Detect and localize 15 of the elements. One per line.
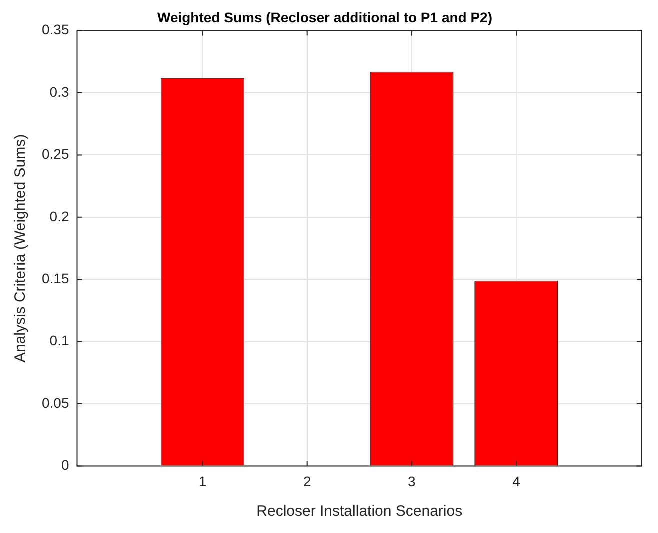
x-tick-label: 4 — [512, 473, 521, 490]
y-tick-label: 0.35 — [42, 22, 70, 38]
y-axis-title: Analysis Criteria (Weighted Sums) — [12, 134, 30, 363]
x-tick-label: 3 — [408, 473, 416, 490]
y-tick-label: 0.3 — [50, 84, 70, 100]
y-tick-label: 0.15 — [42, 270, 70, 286]
x-tick-label: 2 — [303, 473, 312, 490]
y-tick-label: 0.05 — [42, 394, 70, 411]
y-tick-label: 0.1 — [50, 332, 70, 349]
y-tick-label: 0.2 — [50, 208, 70, 224]
x-axis-title: Recloser Installation Scenarios — [256, 503, 463, 520]
x-tick-label: 1 — [198, 473, 207, 490]
y-tick-label: 0 — [61, 457, 70, 474]
chart-title: Weighted Sums (Recloser additional to P1 and P2) — [157, 9, 493, 26]
y-tick-label: 0.25 — [42, 146, 70, 162]
